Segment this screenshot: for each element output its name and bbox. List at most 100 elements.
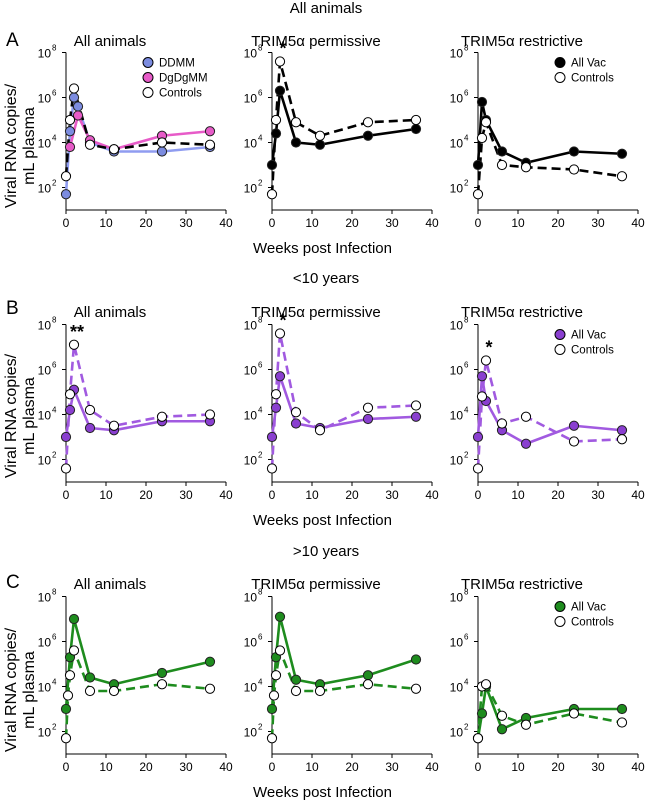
y-tick-exponent: 6 xyxy=(52,89,57,98)
data-point-controls xyxy=(314,685,326,697)
data-point-controls xyxy=(476,391,488,402)
y-tick-exponent: 8 xyxy=(258,588,263,597)
x-tick-label: 0 xyxy=(269,216,276,230)
data-point-controls xyxy=(410,400,422,411)
y-tick-label: 10 xyxy=(38,319,52,333)
x-tick-label: 0 xyxy=(63,488,70,502)
data-point-all-vac xyxy=(568,420,580,431)
y-tick-label: 10 xyxy=(244,182,258,196)
y-tick-label: 10 xyxy=(38,364,52,378)
x-tick-label: 0 xyxy=(475,760,482,774)
data-point-controls xyxy=(410,114,422,126)
chart-title: TRIM5α restrictive xyxy=(461,576,583,593)
y-tick-exponent: 4 xyxy=(52,678,57,687)
data-point-all-vac xyxy=(520,438,532,449)
y-tick-label: 10 xyxy=(38,636,52,650)
x-tick-label: 20 xyxy=(139,216,153,230)
data-point-controls xyxy=(108,685,120,697)
y-tick-exponent: 4 xyxy=(464,134,469,143)
row-b-letter: B xyxy=(6,298,19,319)
y-tick-exponent: 6 xyxy=(464,361,469,370)
y-tick-label: 10 xyxy=(38,92,52,106)
data-point-controls xyxy=(84,685,96,697)
data-point-controls xyxy=(496,710,508,721)
y-tick-label: 10 xyxy=(244,409,258,423)
data-point-all-vac xyxy=(266,431,278,443)
y-tick-label: 10 xyxy=(244,92,258,106)
x-tick-label: 0 xyxy=(475,216,482,230)
y-tick-label: 10 xyxy=(244,137,258,151)
data-point-all-vac xyxy=(616,703,628,715)
y-tick-exponent: 6 xyxy=(464,633,469,642)
chart-title: All animals xyxy=(74,304,147,321)
y-tick-exponent: 4 xyxy=(258,134,263,143)
data-point-all-vac xyxy=(410,411,422,422)
x-tick-label: 30 xyxy=(591,760,605,774)
x-tick-label: 0 xyxy=(475,488,482,502)
y-tick-exponent: 2 xyxy=(52,179,57,188)
data-point-controls xyxy=(204,139,216,150)
y-tick-label: 10 xyxy=(450,636,464,650)
y-tick-label: 10 xyxy=(450,726,464,740)
x-tick-label: 30 xyxy=(179,760,193,774)
legend-marker xyxy=(554,72,566,83)
data-point-all-vac xyxy=(290,674,302,685)
y-tick-exponent: 4 xyxy=(258,678,263,687)
legend-label: Controls xyxy=(571,73,614,85)
y-tick-exponent: 6 xyxy=(258,89,263,98)
x-tick-label: 0 xyxy=(269,488,276,502)
y-tick-exponent: 8 xyxy=(52,316,57,325)
data-point-controls xyxy=(268,690,280,701)
series-line-controls xyxy=(476,359,623,469)
x-tick-label: 10 xyxy=(305,760,319,774)
x-tick-label: 20 xyxy=(345,760,359,774)
data-point-controls xyxy=(616,171,628,182)
data-point-all-vac xyxy=(274,85,286,96)
y-tick-exponent: 8 xyxy=(52,588,57,597)
x-tick-label: 30 xyxy=(591,216,605,230)
data-point-controls xyxy=(290,407,302,418)
significance-marker: * xyxy=(279,311,286,331)
legend-label: DgDgMM xyxy=(159,73,208,85)
data-point-controls xyxy=(156,137,168,148)
legend-marker xyxy=(554,57,566,68)
data-point-all-vac xyxy=(274,611,286,622)
x-tick-label: 40 xyxy=(219,760,233,774)
chart-title: TRIM5α permissive xyxy=(251,576,381,593)
data-point-all-vac xyxy=(60,431,72,443)
legend-marker xyxy=(554,601,566,612)
x-tick-label: 40 xyxy=(219,488,233,502)
legend-label: All Vac xyxy=(571,58,606,70)
data-point-controls xyxy=(84,404,96,416)
y-tick-label: 10 xyxy=(244,47,258,61)
data-point-controls xyxy=(108,144,120,155)
y-tick-label: 10 xyxy=(450,319,464,333)
data-point-all-vac xyxy=(266,703,278,715)
data-point-controls xyxy=(314,425,326,436)
data-point-ddmm xyxy=(68,92,80,103)
y-tick-exponent: 6 xyxy=(52,361,57,370)
data-point-controls xyxy=(568,708,580,719)
x-tick-label: 20 xyxy=(345,216,359,230)
data-point-all-vac xyxy=(616,425,628,436)
y-tick-exponent: 2 xyxy=(464,723,469,732)
y-tick-exponent: 4 xyxy=(52,406,57,415)
series-line-controls xyxy=(270,60,417,195)
legend-marker xyxy=(142,72,154,83)
series-line-dgdgmm xyxy=(68,114,211,151)
data-point-all-vac xyxy=(410,654,422,665)
data-point-controls xyxy=(266,189,278,200)
y-tick-label: 10 xyxy=(450,454,464,468)
data-point-all-vac xyxy=(68,613,80,625)
data-point-all-vac xyxy=(270,128,282,139)
data-point-controls xyxy=(314,130,326,141)
x-tick-label: 30 xyxy=(385,488,399,502)
data-point-all-vac xyxy=(314,139,326,150)
x-tick-label: 30 xyxy=(385,760,399,774)
y-tick-label: 10 xyxy=(38,182,52,196)
y-tick-label: 10 xyxy=(450,182,464,196)
data-point-controls xyxy=(362,117,374,128)
data-point-ddmm xyxy=(60,189,72,200)
y-tick-exponent: 4 xyxy=(464,406,469,415)
